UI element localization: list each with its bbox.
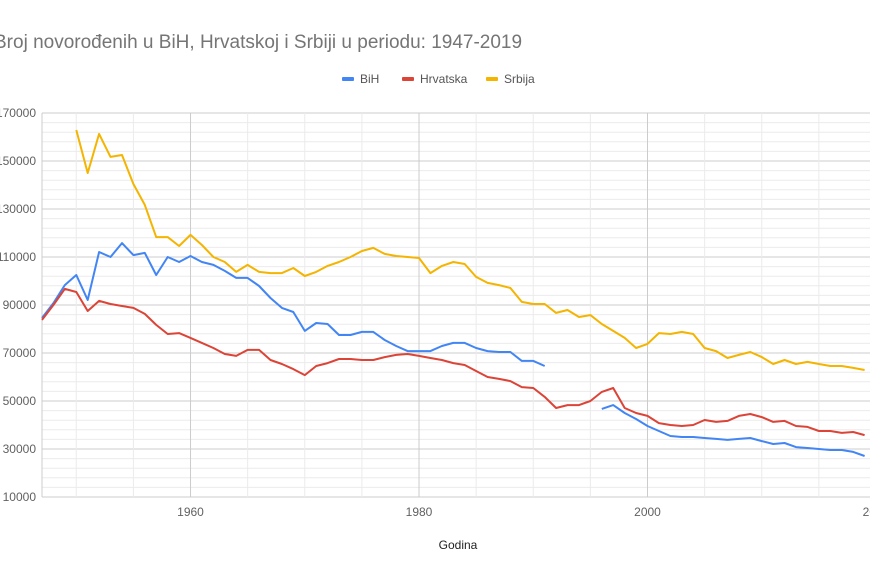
x-axis-ticks: 1960 1980 2000 2020 <box>177 505 870 519</box>
y-tick-label: 130000 <box>0 202 36 216</box>
legend-swatch-bih <box>342 77 354 81</box>
legend-label-bih: BiH <box>360 72 379 86</box>
y-tick-label: 90000 <box>3 298 37 312</box>
series-line-bih <box>41 242 865 457</box>
legend: BiH Hrvatska Srbija <box>342 72 535 86</box>
legend-swatch-hrvatska <box>402 77 414 81</box>
legend-swatch-srbija <box>486 77 498 81</box>
series-lines <box>41 129 865 457</box>
x-tick-label: 2020 <box>863 505 870 519</box>
y-tick-label: 170000 <box>0 106 36 120</box>
x-tick-label: 2000 <box>634 505 661 519</box>
y-tick-label: 10000 <box>3 490 37 504</box>
y-tick-label: 70000 <box>3 346 37 360</box>
y-tick-label: 50000 <box>3 394 37 408</box>
y-axis-ticks: 10000 30000 50000 70000 90000 110000 130000 150… <box>0 106 36 504</box>
grid <box>41 112 870 498</box>
x-axis-title: Godina <box>439 538 478 552</box>
x-tick-label: 1960 <box>177 505 204 519</box>
x-tick-label: 1980 <box>406 505 433 519</box>
legend-label-hrvatska: Hrvatska <box>420 72 468 86</box>
y-tick-label: 30000 <box>3 442 37 456</box>
series-line-hrvatska <box>41 287 865 437</box>
series-line-srbija <box>75 129 865 371</box>
y-tick-label: 150000 <box>0 154 36 168</box>
y-tick-label: 110000 <box>0 250 36 264</box>
legend-label-srbija: Srbija <box>504 72 535 86</box>
chart-title: Broj novorođenih u BiH, Hrvatskoj i Srbi… <box>0 32 522 53</box>
